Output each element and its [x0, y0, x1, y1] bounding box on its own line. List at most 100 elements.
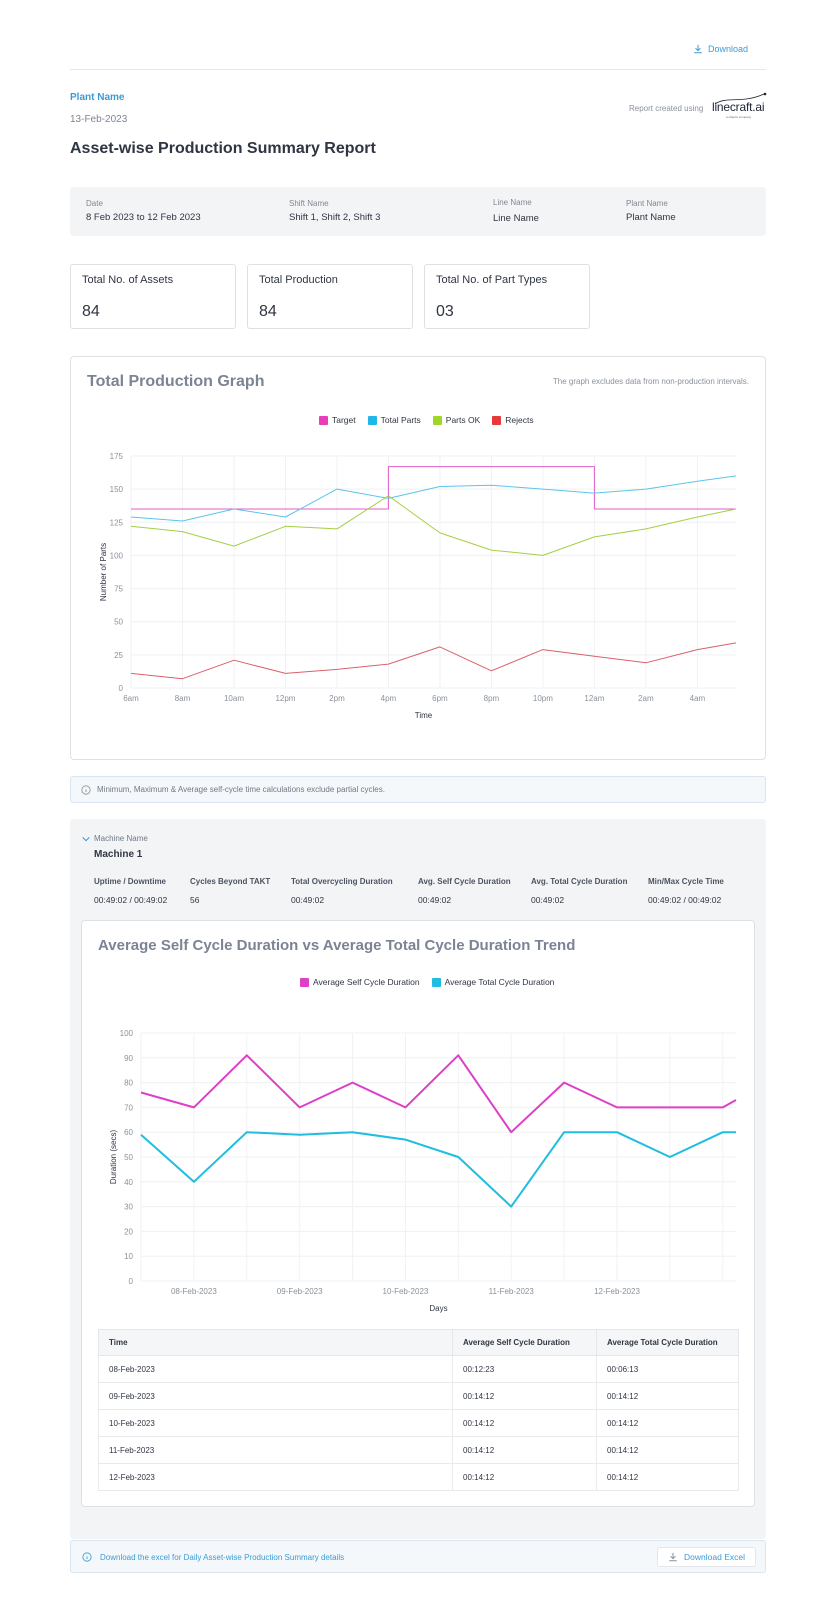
y-tick-label: 0	[119, 684, 124, 693]
table-cell: 00:14:12	[452, 1382, 597, 1410]
x-tick-label: 4am	[690, 694, 706, 703]
table-header-time: Time	[98, 1329, 453, 1356]
download-excel-button[interactable]: Download Excel	[657, 1547, 756, 1567]
logo-text: linecraft.ai	[712, 100, 765, 114]
table-cell: 00:14:12	[452, 1463, 597, 1491]
legend-item-avg-self-cycle[interactable]: Average Self Cycle Duration	[300, 977, 420, 987]
y-tick-label: 175	[110, 452, 124, 461]
table-cell: 00:14:12	[596, 1382, 739, 1410]
stat-label: Total Production	[259, 274, 338, 286]
machine-section: Machine Name Machine 1 Uptime / Downtime…	[70, 819, 766, 1539]
y-tick-label: 100	[110, 551, 124, 560]
series-line-average-self-cycle-duration	[140, 1054, 737, 1134]
y-tick-label: 20	[124, 1227, 133, 1236]
x-tick-label: 8pm	[484, 694, 500, 703]
y-tick-label: 40	[124, 1178, 133, 1187]
legend-swatch	[300, 977, 309, 987]
created-using-label: Report created using	[629, 104, 704, 113]
metric-avg-self-cycle: Avg. Self Cycle Duration 00:49:02	[418, 877, 511, 905]
legend-swatch	[367, 415, 377, 425]
filter-value: Line Name	[493, 213, 539, 224]
y-axis-title: Duration (secs)	[109, 1130, 118, 1185]
stat-card-total-part-types: Total No. of Part Types 03	[424, 264, 590, 329]
metric-value: 00:49:02 / 00:49:02	[648, 895, 722, 905]
metric-value: 00:49:02	[418, 895, 452, 905]
legend-swatch	[431, 977, 441, 987]
y-tick-label: 150	[110, 485, 124, 494]
x-tick-label: 4pm	[381, 694, 397, 703]
y-tick-label: 100	[120, 1029, 134, 1038]
table-cell: 09-Feb-2023	[98, 1382, 453, 1410]
legend-item-avg-total-cycle[interactable]: Average Total Cycle Duration	[431, 977, 555, 987]
production-graph-note: The graph excludes data from non-product…	[552, 377, 749, 386]
x-tick-label: 10pm	[533, 694, 553, 703]
chevron-down-icon[interactable]	[81, 834, 91, 844]
trend-graph-title: Average Self Cycle Duration vs Average T…	[98, 937, 576, 954]
linecraft-logo: linecraft.ai a objects company	[712, 92, 768, 120]
table-row: 10-Feb-2023 00:14:12 00:14:12	[98, 1409, 739, 1437]
metric-cycles-beyond-takt: Cycles Beyond TAKT 56	[190, 877, 270, 905]
table-cell: 12-Feb-2023	[98, 1463, 453, 1491]
table-cell: 10-Feb-2023	[98, 1409, 453, 1437]
filter-summary-bar: Date 8 Feb 2023 to 12 Feb 2023 Shift Nam…	[70, 187, 766, 236]
metric-avg-total-cycle: Avg. Total Cycle Duration 00:49:02	[531, 877, 627, 905]
y-tick-label: 50	[124, 1153, 133, 1162]
legend-label: Rejects	[505, 415, 534, 425]
filter-line-name: Line Name Line Name	[493, 198, 539, 224]
x-tick-label: 6pm	[432, 694, 448, 703]
table-header-avg-total: Average Total Cycle Duration	[596, 1329, 739, 1356]
filter-label: Date	[86, 199, 103, 208]
metric-label: Total Overcycling Duration	[291, 877, 393, 886]
legend-item-parts-ok[interactable]: Parts OK	[432, 415, 480, 425]
y-tick-label: 60	[124, 1128, 133, 1137]
stat-label: Total No. of Part Types	[436, 274, 548, 286]
metric-value: 00:49:02	[531, 895, 565, 905]
x-tick-label: 12pm	[275, 694, 295, 703]
y-tick-label: 50	[114, 618, 123, 627]
filter-label: Shift Name	[289, 199, 329, 208]
download-excel-label: Download Excel	[684, 1552, 745, 1562]
production-line-chart: 0 25 50 75 100 125 150 175 6am 8am 10am 12pm 2pm 4pm 6…	[99, 452, 737, 720]
filter-value: Plant Name	[626, 212, 676, 223]
legend-swatch	[319, 415, 328, 425]
x-tick-label: 8am	[175, 694, 191, 703]
metric-min-max-cycle: Min/Max Cycle Time 00:49:02 / 00:49:02	[648, 877, 724, 905]
metric-value: 00:49:02	[291, 895, 325, 905]
legend-item-total-parts[interactable]: Total Parts	[367, 415, 421, 425]
table-cell: 00:14:12	[596, 1436, 739, 1464]
cycle-duration-table: Time Average Self Cycle Duration Average…	[98, 1329, 739, 1491]
y-tick-label: 75	[114, 585, 123, 594]
metric-total-overcycling: Total Overcycling Duration 00:49:02	[291, 877, 393, 905]
trend-graph-legend: Average Self Cycle Duration Average Tota…	[300, 977, 554, 987]
production-graph-title: Total Production Graph	[87, 373, 265, 390]
footer-text: Download the excel for Daily Asset-wise …	[100, 1553, 345, 1562]
info-icon	[81, 785, 91, 795]
metric-label: Cycles Beyond TAKT	[190, 877, 271, 886]
metric-label: Min/Max Cycle Time	[648, 877, 724, 886]
series-line-target	[131, 466, 736, 510]
table-cell: 00:06:13	[596, 1355, 739, 1383]
x-axis-title: Days	[429, 1304, 447, 1313]
legend-item-rejects[interactable]: Rejects	[492, 415, 534, 425]
stat-value: 84	[82, 303, 100, 320]
trend-line-chart: 0 10 20 30 40 50 60 70 80 90 100 08-Feb-2023 09-Feb-…	[109, 1029, 737, 1313]
page-title: Asset-wise Production Summary Report	[70, 140, 376, 157]
x-tick-label: 10am	[224, 694, 244, 703]
y-tick-label: 0	[129, 1277, 134, 1286]
series-line-rejects	[130, 642, 737, 680]
download-button[interactable]: Download	[693, 44, 748, 54]
metric-label: Avg. Total Cycle Duration	[531, 877, 628, 886]
series-line-total-parts	[130, 475, 737, 522]
legend-label: Average Total Cycle Duration	[444, 977, 555, 987]
y-tick-label: 90	[124, 1054, 133, 1063]
trend-graph-card: Average Self Cycle Duration vs Average T…	[81, 920, 755, 1507]
legend-swatch	[492, 415, 502, 425]
legend-label: Total Parts	[380, 415, 421, 425]
legend-item-target[interactable]: Target	[319, 415, 356, 425]
metric-label: Avg. Self Cycle Duration	[418, 877, 511, 886]
table-cell: 00:14:12	[596, 1463, 739, 1491]
x-tick-label: 12am	[584, 694, 604, 703]
x-tick-label: 10-Feb-2023	[383, 1287, 429, 1296]
logo-subtext: a objects company	[726, 115, 752, 119]
table-cell: 00:14:12	[452, 1409, 597, 1437]
